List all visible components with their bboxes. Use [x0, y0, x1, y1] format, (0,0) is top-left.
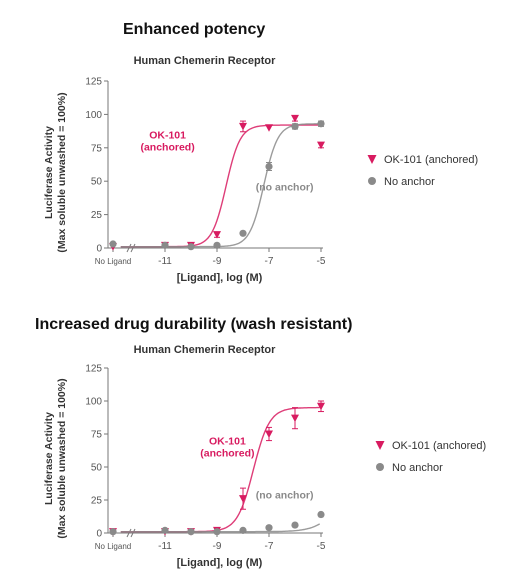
chart-title: Human Chemerin Receptor [134, 55, 277, 67]
x-tick-label: No Ligand [95, 542, 131, 551]
data-point-anchored [265, 430, 273, 438]
x-tick-label: -7 [265, 541, 274, 552]
y-tick-label: 50 [91, 463, 103, 474]
y-axis-label-line1: Luciferase Activity [43, 126, 55, 219]
annotation-label: (no anchor) [256, 182, 314, 194]
x-tick-label: -9 [213, 256, 222, 267]
legend-marker-anchored [367, 155, 377, 164]
annotation-label: (no anchor) [256, 490, 314, 502]
potency-chart: Human Chemerin Receptor 0 25 50 75 100 125 No L… [43, 55, 478, 284]
data-point-anchored [265, 124, 273, 132]
data-point-no-anchor [213, 528, 221, 536]
data-point-no-anchor [109, 240, 117, 248]
data-point-no-anchor [239, 526, 247, 534]
data-point-anchored [213, 231, 221, 239]
y-tick-label: 50 [91, 177, 103, 188]
x-tick-label: -5 [317, 256, 326, 267]
y-tick-label: 25 [91, 496, 103, 507]
x-tick-label: -9 [213, 541, 222, 552]
y-axis-label-line2: (Max soluble unwashed = 100%) [56, 378, 68, 538]
durability-title: Increased drug durability (wash resistan… [35, 316, 353, 333]
x-axis-label: [Ligand], log (M) [177, 557, 263, 569]
axis-break [130, 243, 136, 253]
legend-marker-anchored [375, 441, 385, 450]
data-point-no-anchor [317, 510, 325, 519]
data-point-no-anchor [291, 122, 299, 131]
data-point-anchored [317, 402, 325, 411]
data-point-no-anchor [187, 528, 195, 536]
x-tick-label: -11 [158, 541, 172, 552]
axis-break [126, 528, 132, 538]
data-point-no-anchor [265, 162, 273, 171]
legend-label-no-anchor: No anchor [392, 462, 443, 474]
durability-chart: Human Chemerin Receptor 0 25 50 75 100 125 No L… [43, 344, 486, 569]
data-point-no-anchor [239, 229, 247, 237]
enhanced-potency-title: Enhanced potency [123, 21, 266, 38]
y-tick-label: 100 [85, 397, 102, 408]
fit-curve-anchored [120, 406, 320, 533]
legend-label-anchored: OK-101 (anchored) [392, 440, 486, 452]
y-tick-label: 25 [91, 210, 103, 221]
y-tick-label: 75 [91, 430, 103, 441]
data-point-anchored [317, 141, 325, 150]
x-tick-label: -7 [265, 256, 274, 267]
y-axis-label-line1: Luciferase Activity [43, 412, 55, 505]
data-point-no-anchor [265, 524, 273, 532]
data-point-no-anchor [317, 120, 325, 128]
data-point-anchored [291, 414, 299, 423]
legend-marker-no-anchor [376, 463, 384, 471]
y-tick-label: 125 [85, 77, 102, 88]
axis-break [126, 243, 132, 253]
annotation-label: (anchored) [200, 448, 254, 460]
x-tick-label: No Ligand [95, 257, 131, 266]
data-point-no-anchor [109, 528, 117, 536]
y-tick-label: 125 [85, 364, 102, 375]
x-axis-label: [Ligand], log (M) [177, 272, 263, 284]
data-point-no-anchor [291, 521, 299, 529]
y-axis-label-line2: (Max soluble unwashed = 100%) [56, 92, 68, 252]
legend-marker-no-anchor [368, 177, 376, 185]
axis-break [130, 528, 136, 538]
y-tick-label: 100 [85, 110, 102, 121]
data-point-anchored [239, 495, 247, 503]
data-point-no-anchor [213, 241, 221, 249]
x-tick-label: -11 [158, 256, 172, 267]
x-tick-label: -5 [317, 541, 326, 552]
y-tick-label: 0 [96, 244, 102, 255]
annotation-label: OK-101 [209, 436, 246, 448]
data-point-no-anchor [187, 243, 195, 251]
data-point-anchored [291, 114, 299, 123]
data-point-no-anchor [161, 526, 169, 534]
legend-label-no-anchor: No anchor [384, 176, 435, 188]
legend-label-anchored: OK-101 (anchored) [384, 154, 478, 166]
data-point-no-anchor [161, 241, 169, 249]
y-tick-label: 75 [91, 143, 103, 154]
data-point-anchored [239, 122, 247, 131]
annotation-label: (anchored) [140, 141, 194, 153]
y-tick-label: 0 [96, 529, 102, 540]
annotation-label: OK-101 [149, 129, 186, 141]
chart-title: Human Chemerin Receptor [134, 344, 277, 356]
